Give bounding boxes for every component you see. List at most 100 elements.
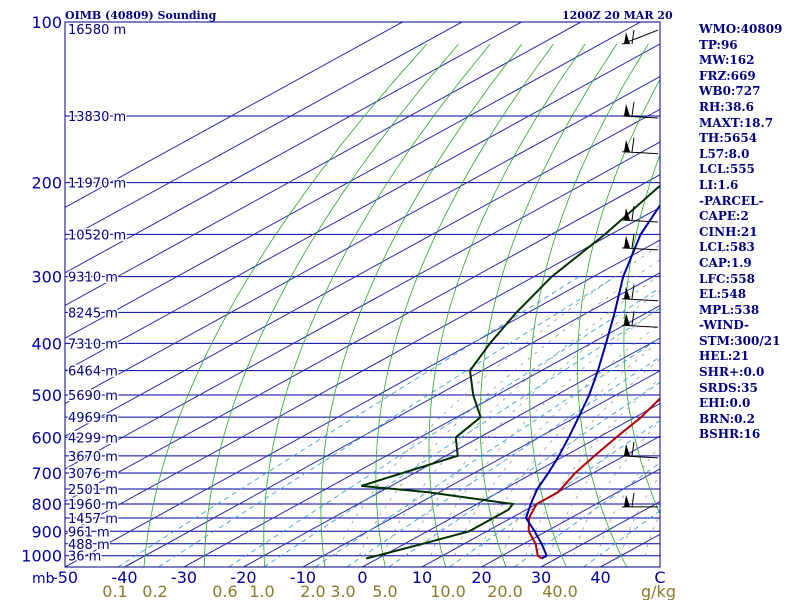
height-label: 13830 m xyxy=(68,110,126,125)
height-label: 4299 m xyxy=(68,431,118,446)
height-label: 1960 m xyxy=(68,498,118,513)
mixing-ratio-label: 3.0 xyxy=(330,582,355,600)
height-label: 3670 m xyxy=(68,450,118,465)
dry-adiabat xyxy=(529,43,649,567)
isotherm xyxy=(65,76,660,405)
dry-adiabat xyxy=(479,43,618,567)
temperature-unit-label: C xyxy=(654,568,665,587)
dry-adiabat xyxy=(203,43,459,567)
pressure-tick-label: 600 xyxy=(31,428,62,447)
index-value: CAP:1.9 xyxy=(699,255,752,270)
isotherm xyxy=(124,272,660,567)
temperature-tick-label: -30 xyxy=(171,568,197,587)
dry-adiabat xyxy=(623,153,660,515)
dewpoint-profile xyxy=(361,184,660,560)
isotherm xyxy=(65,108,660,437)
isotherm xyxy=(65,22,641,339)
station-title: OIMB (40809) Sounding xyxy=(65,9,217,22)
index-value: LCL:583 xyxy=(699,240,755,255)
height-label: 2501 m xyxy=(68,483,118,498)
isotherm xyxy=(65,43,660,372)
index-value: EL:548 xyxy=(699,287,747,302)
isotherm xyxy=(65,174,660,503)
mixing-ratio-label: 20.0 xyxy=(487,582,523,600)
mixing-ratio-line xyxy=(314,337,660,567)
isotherm xyxy=(183,304,660,567)
pressure-tick-label: 1000 xyxy=(21,547,62,566)
height-label: 5690 m xyxy=(68,389,118,404)
height-label: 8245 m xyxy=(68,306,118,321)
index-value: BSHR:16 xyxy=(699,427,761,442)
wind-barb xyxy=(622,492,658,508)
height-label: 9310 m xyxy=(68,271,118,286)
pressure-tick-label: 500 xyxy=(31,386,62,405)
dry-adiabat xyxy=(375,43,554,567)
pressure-unit-label: mb xyxy=(32,571,55,587)
wind-barb xyxy=(621,284,659,302)
index-value: L57:8.0 xyxy=(699,146,750,161)
moist-adiabat xyxy=(525,377,660,556)
pressure-tick-label: 800 xyxy=(31,495,62,514)
temperature-tick-label: -10 xyxy=(290,568,316,587)
mixing-ratio-line xyxy=(158,276,616,567)
isotherm xyxy=(65,22,403,208)
height-label: 11970 m xyxy=(68,177,126,192)
index-value: RH:38.6 xyxy=(699,99,754,114)
isotherm xyxy=(65,239,660,567)
height-label: 3076 m xyxy=(68,467,118,482)
index-value: CINH:21 xyxy=(699,224,758,239)
wind-barb xyxy=(621,441,659,459)
mixing-ratio-label: 10.0 xyxy=(430,582,466,600)
pressure-tick-label: 200 xyxy=(31,174,62,193)
index-value: SHR+:0.0 xyxy=(699,365,765,380)
mixing-ratio-unit-label: g/kg xyxy=(641,582,676,600)
mixing-ratio-line xyxy=(117,276,580,567)
pressure-tick-label: 700 xyxy=(31,464,62,483)
mixing-ratio-line xyxy=(228,287,660,567)
index-value: EHI:0.0 xyxy=(699,396,751,411)
isotherm xyxy=(65,22,582,307)
mixing-ratio-label: 2.0 xyxy=(300,582,325,600)
temperature-tick-label: -40 xyxy=(111,568,137,587)
moist-adiabat xyxy=(549,398,660,556)
index-value: LCL:555 xyxy=(699,162,755,177)
index-value: FRZ:669 xyxy=(699,68,756,83)
temperature-tick-label: -20 xyxy=(230,568,256,587)
dry-adiabat xyxy=(143,43,428,567)
index-value: TP:96 xyxy=(699,37,738,52)
mixing-ratio-line xyxy=(263,307,660,567)
moist-adiabat xyxy=(430,306,660,556)
mixing-ratio-label: 0.6 xyxy=(212,582,237,600)
isotherm xyxy=(481,468,660,567)
dry-adiabat xyxy=(428,43,586,567)
height-label: 488 m xyxy=(68,538,110,553)
index-value: LI:1.6 xyxy=(699,177,739,192)
index-value: SRDS:35 xyxy=(699,380,758,395)
index-value: MAXT:18.7 xyxy=(699,115,774,130)
index-value: WB0:727 xyxy=(699,84,761,99)
height-label: 961 m xyxy=(68,525,110,540)
isotherm xyxy=(65,141,660,470)
mixing-ratio-label: 0.2 xyxy=(142,582,167,600)
isotherm xyxy=(243,337,660,567)
wind-barb xyxy=(621,29,659,45)
height-label: 16580 m xyxy=(68,23,126,38)
temperature-profile xyxy=(527,397,660,560)
temperature-tick-label: 20 xyxy=(471,568,491,587)
index-value: CAPE:2 xyxy=(699,209,749,224)
wind-barb xyxy=(621,233,659,251)
isotherm xyxy=(65,22,463,241)
temperature-tick-label: 30 xyxy=(531,568,551,587)
pressure-tick-label: 300 xyxy=(31,268,62,287)
moist-adiabat xyxy=(454,322,660,556)
temperature-tick-label: 10 xyxy=(412,568,432,587)
mixing-ratio-line xyxy=(346,356,660,567)
plot-frame xyxy=(64,21,661,568)
wind-barb xyxy=(621,101,659,119)
index-value: TH:5654 xyxy=(699,131,758,146)
mixing-ratio-line xyxy=(583,510,660,567)
temperature-tick-label: -50 xyxy=(52,568,78,587)
mixing-ratio-label: 5.0 xyxy=(372,582,397,600)
isotherm xyxy=(362,402,660,567)
